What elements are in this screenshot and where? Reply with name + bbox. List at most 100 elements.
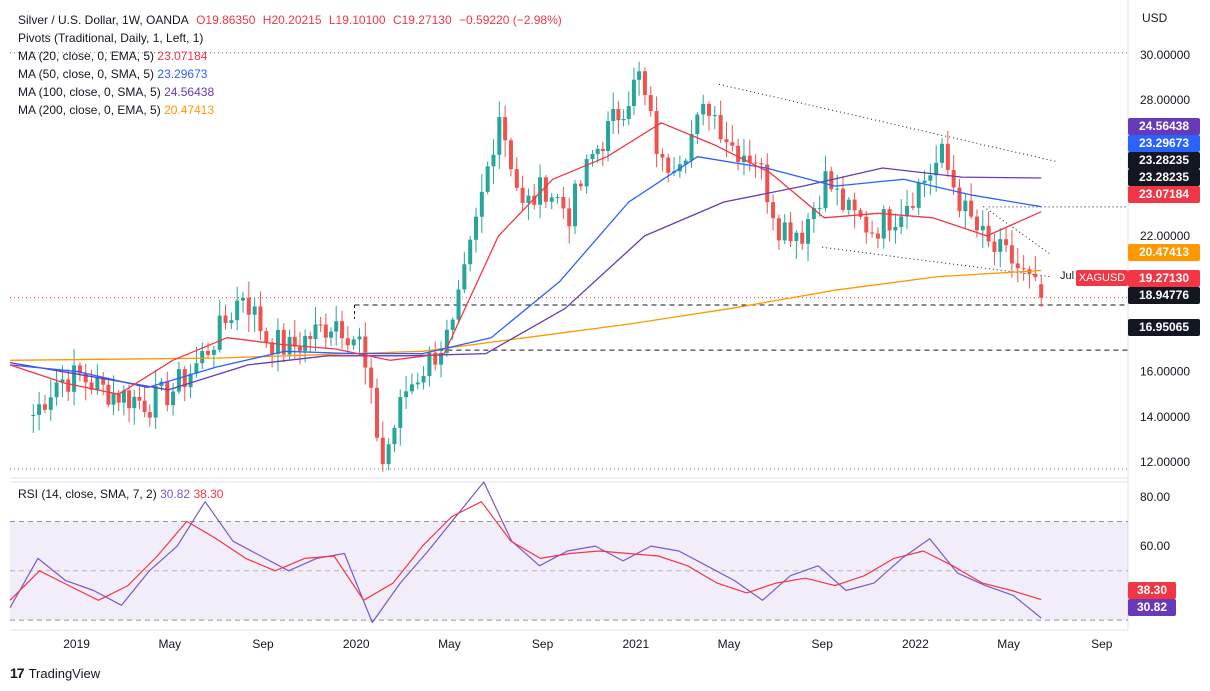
candle-body — [308, 335, 313, 340]
rsi-ma-line — [9, 501, 1042, 601]
candle-body — [969, 200, 974, 217]
candle-body — [881, 209, 886, 239]
candle-body — [631, 79, 636, 107]
candle-body — [794, 232, 799, 242]
candle-body — [176, 369, 181, 392]
tradingview-mark-icon: 17 — [10, 665, 25, 681]
rsi-ma-value: 38.30 — [193, 487, 224, 501]
x-tick-label-11: Sep — [1091, 637, 1113, 651]
candle-body — [701, 103, 706, 115]
price-tag-ma100: 24.56438 — [1128, 118, 1200, 135]
y-tick-label-0: 12.00000 — [1140, 455, 1190, 469]
candle-body — [555, 196, 560, 198]
candle-body — [111, 392, 116, 405]
candle-body — [318, 324, 323, 326]
ohlc-low: L19.10100 — [328, 13, 386, 27]
candle-body — [600, 148, 605, 151]
candle-body — [567, 208, 572, 227]
candle-body — [974, 216, 979, 231]
x-tick-label-7: May — [718, 637, 741, 651]
candle-body — [806, 219, 811, 244]
candle-body — [474, 216, 478, 240]
candle-body — [194, 363, 199, 374]
candle-body — [606, 121, 611, 151]
indicator-legend: Pivots (Traditional, Daily, 1, Left, 1) … — [18, 29, 214, 119]
tradingview-logo[interactable]: 17 TradingView — [10, 665, 100, 681]
price-tag-ma50: 23.29673 — [1128, 135, 1200, 152]
candle-body — [957, 187, 962, 212]
indicator-row-ma50[interactable]: MA (50, close, 0, SMA, 5) 23.29673 — [18, 65, 214, 83]
candle-body — [689, 134, 694, 161]
candle-body — [450, 319, 455, 330]
candle-body — [893, 226, 898, 231]
candle-body — [887, 209, 892, 231]
candle-body — [497, 117, 502, 155]
x-tick-label-3: 2020 — [343, 637, 370, 651]
candle-body — [707, 103, 711, 116]
x-tick-label-2: Sep — [252, 637, 274, 651]
candle-body — [42, 404, 47, 410]
candle-body — [374, 387, 379, 438]
candle-body — [736, 145, 741, 163]
candle-body — [297, 346, 302, 351]
price-tag-pivot-1: 23.28235 — [1128, 152, 1200, 169]
candle-body — [823, 171, 828, 208]
candle-body — [200, 350, 205, 364]
candle-body — [741, 155, 746, 163]
candle-body — [817, 207, 822, 209]
indicator-row-ma20[interactable]: MA (20, close, 0, EMA, 5) 23.07184 — [18, 47, 214, 65]
ohlc-open: O19.86350 — [196, 13, 256, 27]
rsi-legend[interactable]: RSI (14, close, SMA, 7, 2) 30.82 38.30 — [18, 487, 223, 501]
candle-body — [323, 324, 328, 338]
x-tick-label-6: 2021 — [622, 637, 649, 651]
rsi-tag-ma: 38.30 — [1128, 582, 1176, 599]
candle-body — [538, 177, 543, 205]
indicator-label: MA (50, close, 0, SMA, 5) — [18, 67, 155, 81]
candle-body — [415, 382, 420, 385]
candle-body — [66, 379, 71, 392]
symbol-tag: XAGUSD — [1076, 270, 1128, 286]
candle-body — [578, 183, 583, 187]
candle-body — [206, 350, 211, 355]
candle-body — [479, 191, 484, 217]
rsi-tag-value: 30.82 — [1128, 599, 1176, 616]
brand-name: TradingView — [28, 665, 101, 681]
indicator-value: 23.07184 — [157, 49, 208, 63]
candle-body — [747, 155, 752, 163]
candle-body — [31, 414, 36, 416]
candle-body — [357, 336, 362, 340]
trendline-wedge — [983, 206, 1051, 255]
indicator-label: Pivots (Traditional, Daily, 1, Left, 1) — [18, 31, 204, 45]
candle-body — [771, 202, 776, 219]
ohlc-close: C19.27130 — [392, 13, 452, 27]
candle-body — [386, 444, 391, 465]
x-tick-label-10: May — [997, 637, 1020, 651]
candle-body — [444, 329, 449, 353]
y-tick-label-5: 22.00000 — [1140, 229, 1190, 243]
indicator-row-ma100[interactable]: MA (100, close, 0, SMA, 5) 24.56438 — [18, 83, 214, 101]
ma20-line — [9, 122, 1042, 395]
candle-body — [223, 315, 228, 324]
candle-body — [788, 222, 793, 242]
axis-currency-label[interactable]: USD — [1142, 11, 1168, 25]
candle-body — [37, 404, 42, 415]
candle-body — [165, 381, 170, 406]
candle-body — [127, 390, 132, 409]
candle-body — [380, 437, 385, 465]
indicator-row-ma200[interactable]: MA (200, close, 0, EMA, 5) 20.47413 — [18, 101, 214, 119]
indicator-value: 20.47413 — [164, 103, 215, 117]
candle-body — [840, 188, 845, 210]
x-tick-label-4: May — [438, 637, 461, 651]
indicator-row-pivots[interactable]: Pivots (Traditional, Daily, 1, Left, 1) — [18, 29, 214, 47]
candle-body — [1004, 239, 1009, 246]
candle-body — [1039, 284, 1044, 298]
x-tick-label-1: May — [158, 637, 181, 651]
candle-body — [875, 233, 880, 239]
candle-body — [439, 352, 444, 365]
candle-body — [292, 336, 297, 347]
candle-body — [573, 183, 578, 227]
candle-body — [637, 71, 642, 80]
candle-body — [340, 321, 345, 339]
candle-body — [313, 324, 318, 340]
